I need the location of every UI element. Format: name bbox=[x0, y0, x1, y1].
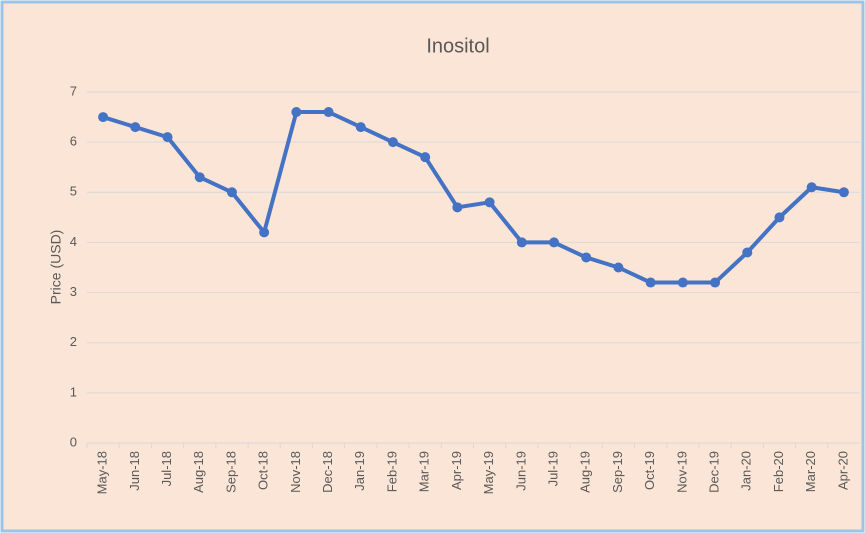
data-point bbox=[98, 112, 109, 123]
x-tick-label: May-19 bbox=[481, 451, 496, 494]
y-tick-label: 3 bbox=[70, 284, 77, 299]
x-tick-label: Apr-20 bbox=[835, 451, 850, 490]
line-series bbox=[102, 110, 845, 285]
y-tick-label: 7 bbox=[70, 83, 77, 98]
x-tick-label: Aug-18 bbox=[191, 451, 206, 493]
x-tick-label: Jan-20 bbox=[739, 451, 754, 491]
x-tick-label: Mar-20 bbox=[803, 451, 818, 492]
y-tick-label: 0 bbox=[70, 434, 77, 449]
x-tick-label: Jun-19 bbox=[513, 451, 528, 491]
x-tick-label: Feb-19 bbox=[384, 451, 399, 492]
data-point bbox=[742, 247, 753, 258]
x-tick-label: Nov-18 bbox=[288, 451, 303, 493]
x-tick-label: Feb-20 bbox=[771, 451, 786, 492]
data-point bbox=[581, 252, 592, 263]
x-tick-label: Aug-19 bbox=[578, 451, 593, 493]
data-point bbox=[549, 237, 560, 248]
data-point bbox=[613, 262, 624, 273]
data-point bbox=[452, 202, 463, 213]
x-tick-label: Oct-18 bbox=[256, 451, 271, 490]
y-tick-label: 6 bbox=[70, 134, 77, 149]
data-point bbox=[484, 197, 495, 208]
x-tick-label: Sep-19 bbox=[610, 451, 625, 493]
x-tick-label: Jul-19 bbox=[545, 451, 560, 486]
data-point bbox=[420, 152, 431, 163]
x-tick-label: Dec-18 bbox=[320, 451, 335, 493]
data-point bbox=[130, 122, 141, 133]
y-tick-label: 2 bbox=[70, 334, 77, 349]
x-tick-label: Oct-19 bbox=[642, 451, 657, 490]
data-point bbox=[194, 172, 205, 183]
y-tick-label: 5 bbox=[70, 184, 77, 199]
data-point bbox=[323, 107, 334, 118]
chart-title: Inositol bbox=[426, 35, 489, 57]
x-tick-label: Apr-19 bbox=[449, 451, 464, 490]
data-point bbox=[677, 277, 688, 288]
x-tick-label: Jan-19 bbox=[352, 451, 367, 491]
data-point bbox=[774, 212, 785, 223]
data-point bbox=[226, 187, 237, 198]
x-tick-label: Jun-18 bbox=[127, 451, 142, 491]
x-tick-label: May-18 bbox=[95, 451, 110, 494]
y-tick-label: 1 bbox=[70, 384, 77, 399]
x-tick-label: Jul-18 bbox=[159, 451, 174, 486]
x-tick-label: Sep-18 bbox=[223, 451, 238, 493]
data-point bbox=[806, 182, 817, 193]
data-point bbox=[259, 227, 270, 238]
data-point bbox=[291, 107, 302, 118]
x-tick-label: Nov-19 bbox=[674, 451, 689, 493]
data-point bbox=[645, 277, 656, 288]
y-tick-label: 4 bbox=[70, 234, 77, 249]
y-axis-label: Price (USD) bbox=[48, 230, 64, 305]
data-point bbox=[516, 237, 527, 248]
x-tick-label: Dec-19 bbox=[707, 451, 722, 493]
data-point bbox=[838, 187, 849, 198]
data-point bbox=[162, 132, 173, 143]
data-point bbox=[710, 277, 721, 288]
data-point bbox=[355, 122, 366, 133]
data-point bbox=[387, 137, 398, 148]
x-tick-label: Mar-19 bbox=[417, 451, 432, 492]
